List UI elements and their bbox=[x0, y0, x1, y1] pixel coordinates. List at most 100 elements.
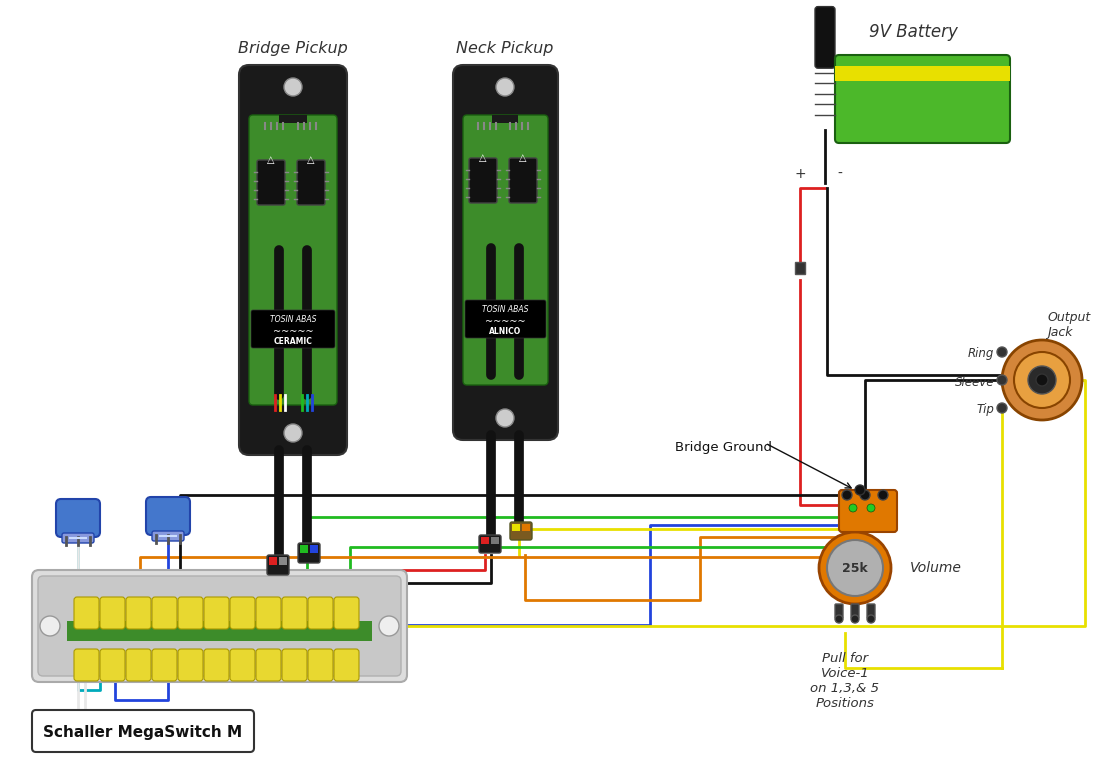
Bar bbox=[522, 524, 530, 531]
Circle shape bbox=[997, 347, 1007, 357]
Circle shape bbox=[496, 409, 514, 427]
FancyBboxPatch shape bbox=[298, 543, 320, 563]
FancyBboxPatch shape bbox=[282, 649, 307, 681]
FancyBboxPatch shape bbox=[62, 533, 94, 543]
FancyBboxPatch shape bbox=[256, 597, 281, 629]
Bar bbox=[278, 557, 287, 565]
Circle shape bbox=[867, 615, 875, 623]
FancyBboxPatch shape bbox=[32, 710, 254, 752]
Circle shape bbox=[379, 616, 399, 636]
Text: Schaller MegaSwitch M: Schaller MegaSwitch M bbox=[43, 724, 243, 740]
Text: ~~~~~: ~~~~~ bbox=[273, 327, 314, 337]
FancyBboxPatch shape bbox=[230, 649, 255, 681]
Circle shape bbox=[827, 540, 883, 596]
Circle shape bbox=[860, 490, 870, 500]
Circle shape bbox=[842, 490, 852, 500]
FancyBboxPatch shape bbox=[835, 55, 1010, 143]
FancyBboxPatch shape bbox=[256, 649, 281, 681]
Circle shape bbox=[284, 424, 302, 442]
FancyBboxPatch shape bbox=[230, 597, 255, 629]
Text: Volume: Volume bbox=[911, 561, 961, 575]
Text: ALNICO: ALNICO bbox=[488, 327, 522, 336]
FancyBboxPatch shape bbox=[38, 576, 401, 676]
FancyBboxPatch shape bbox=[835, 604, 843, 618]
Text: Ring: Ring bbox=[968, 347, 994, 360]
FancyBboxPatch shape bbox=[99, 649, 125, 681]
Text: Sleeve: Sleeve bbox=[955, 375, 995, 388]
Text: △: △ bbox=[480, 153, 486, 163]
Circle shape bbox=[1028, 366, 1056, 394]
FancyBboxPatch shape bbox=[204, 649, 229, 681]
Circle shape bbox=[849, 504, 857, 512]
FancyBboxPatch shape bbox=[297, 160, 325, 205]
Bar bbox=[481, 537, 490, 544]
Text: 25k: 25k bbox=[842, 562, 867, 574]
FancyBboxPatch shape bbox=[99, 597, 125, 629]
FancyBboxPatch shape bbox=[308, 649, 333, 681]
Text: △: △ bbox=[519, 153, 527, 163]
Text: -: - bbox=[836, 167, 842, 181]
FancyBboxPatch shape bbox=[126, 649, 151, 681]
Text: CERAMIC: CERAMIC bbox=[274, 337, 313, 347]
Text: △: △ bbox=[267, 155, 275, 165]
Circle shape bbox=[835, 615, 843, 623]
Text: Neck Pickup: Neck Pickup bbox=[456, 40, 554, 55]
FancyBboxPatch shape bbox=[257, 160, 285, 205]
Bar bbox=[269, 557, 277, 565]
Circle shape bbox=[997, 403, 1007, 413]
Bar bbox=[794, 262, 806, 274]
Text: Tip: Tip bbox=[976, 403, 994, 416]
FancyBboxPatch shape bbox=[239, 65, 347, 455]
FancyBboxPatch shape bbox=[308, 597, 333, 629]
FancyBboxPatch shape bbox=[334, 649, 359, 681]
Text: TOSIN ABAS: TOSIN ABAS bbox=[270, 315, 316, 325]
Circle shape bbox=[878, 490, 888, 500]
Circle shape bbox=[867, 504, 875, 512]
FancyBboxPatch shape bbox=[334, 597, 359, 629]
FancyBboxPatch shape bbox=[867, 604, 875, 618]
Circle shape bbox=[997, 375, 1007, 385]
FancyBboxPatch shape bbox=[815, 6, 835, 68]
Bar bbox=[512, 524, 520, 531]
Circle shape bbox=[284, 78, 302, 96]
Text: TOSIN ABAS: TOSIN ABAS bbox=[482, 305, 528, 315]
FancyBboxPatch shape bbox=[152, 531, 185, 541]
FancyBboxPatch shape bbox=[32, 570, 407, 682]
FancyBboxPatch shape bbox=[465, 300, 546, 338]
Text: +: + bbox=[794, 167, 807, 181]
Circle shape bbox=[819, 532, 891, 604]
Bar bbox=[492, 115, 518, 123]
FancyBboxPatch shape bbox=[178, 649, 203, 681]
FancyBboxPatch shape bbox=[851, 604, 859, 618]
Bar bbox=[835, 65, 1010, 82]
Text: Bridge Ground: Bridge Ground bbox=[675, 441, 772, 455]
FancyBboxPatch shape bbox=[178, 597, 203, 629]
FancyBboxPatch shape bbox=[509, 158, 537, 203]
FancyBboxPatch shape bbox=[74, 649, 99, 681]
Circle shape bbox=[851, 615, 859, 623]
Circle shape bbox=[40, 616, 60, 636]
Bar bbox=[491, 537, 499, 544]
Circle shape bbox=[1002, 340, 1082, 420]
Text: Bridge Pickup: Bridge Pickup bbox=[238, 40, 348, 55]
Circle shape bbox=[855, 485, 865, 495]
FancyBboxPatch shape bbox=[204, 597, 229, 629]
Text: ~~~~~: ~~~~~ bbox=[485, 317, 525, 327]
FancyBboxPatch shape bbox=[249, 115, 337, 405]
FancyBboxPatch shape bbox=[463, 115, 548, 385]
Bar bbox=[278, 115, 307, 123]
Circle shape bbox=[1014, 352, 1070, 408]
FancyBboxPatch shape bbox=[267, 555, 290, 575]
Circle shape bbox=[1036, 374, 1048, 386]
FancyBboxPatch shape bbox=[511, 522, 532, 540]
FancyBboxPatch shape bbox=[126, 597, 151, 629]
FancyBboxPatch shape bbox=[478, 535, 501, 553]
Text: △: △ bbox=[307, 155, 315, 165]
FancyBboxPatch shape bbox=[146, 497, 190, 535]
FancyBboxPatch shape bbox=[839, 490, 897, 532]
FancyBboxPatch shape bbox=[453, 65, 558, 440]
Text: Output
Jack: Output Jack bbox=[1048, 311, 1091, 339]
FancyBboxPatch shape bbox=[152, 649, 177, 681]
FancyBboxPatch shape bbox=[251, 310, 335, 348]
FancyBboxPatch shape bbox=[282, 597, 307, 629]
